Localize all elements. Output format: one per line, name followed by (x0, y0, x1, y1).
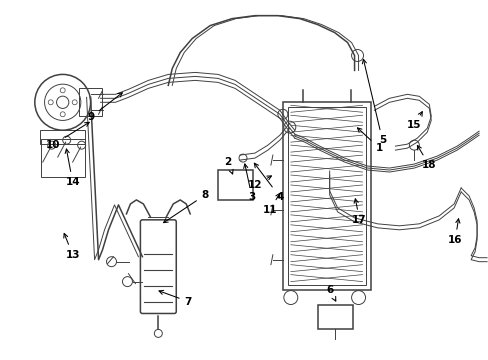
Text: 17: 17 (351, 199, 366, 225)
Text: 14: 14 (65, 149, 80, 187)
Text: 1: 1 (357, 128, 382, 153)
Text: 8: 8 (163, 190, 208, 222)
Text: 6: 6 (325, 284, 335, 301)
Text: 12: 12 (247, 176, 271, 190)
Bar (218, 170, 252, 200)
Text: 3: 3 (243, 164, 255, 202)
Bar (79, 88, 102, 116)
Text: 16: 16 (447, 219, 462, 245)
Text: 15: 15 (406, 112, 422, 130)
Bar (282, 102, 370, 289)
Text: 7: 7 (159, 291, 191, 306)
Text: 9: 9 (87, 93, 122, 122)
Text: 11: 11 (262, 193, 279, 215)
Bar (41, 139, 84, 177)
Bar (41, 130, 85, 144)
Text: 10: 10 (45, 122, 89, 150)
Text: 2: 2 (224, 157, 233, 174)
Bar (287, 107, 365, 285)
Bar (317, 305, 352, 329)
Text: 13: 13 (63, 234, 80, 260)
Text: 18: 18 (417, 145, 436, 170)
Text: 5: 5 (362, 59, 386, 145)
Text: 4: 4 (254, 163, 283, 202)
